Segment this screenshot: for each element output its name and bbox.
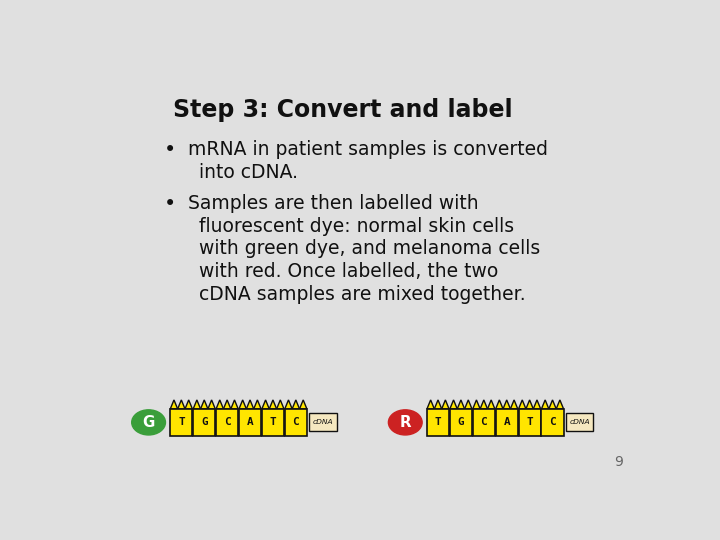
Polygon shape: [549, 400, 556, 409]
FancyBboxPatch shape: [239, 409, 261, 436]
Text: fluorescent dye: normal skin cells: fluorescent dye: normal skin cells: [199, 217, 514, 235]
FancyBboxPatch shape: [285, 409, 307, 436]
Text: into cDNA.: into cDNA.: [199, 163, 298, 181]
Polygon shape: [526, 400, 534, 409]
Polygon shape: [262, 400, 269, 409]
Polygon shape: [518, 400, 526, 409]
Text: cDNA samples are mixed together.: cDNA samples are mixed together.: [199, 285, 526, 304]
Text: C: C: [292, 417, 299, 427]
FancyBboxPatch shape: [450, 409, 472, 436]
FancyBboxPatch shape: [193, 409, 215, 436]
Polygon shape: [231, 400, 238, 409]
Text: Step 3: Convert and label: Step 3: Convert and label: [173, 98, 512, 122]
Text: C: C: [480, 417, 487, 427]
Text: T: T: [526, 417, 533, 427]
FancyBboxPatch shape: [495, 409, 518, 436]
Polygon shape: [503, 400, 510, 409]
Text: A: A: [503, 417, 510, 427]
Text: G: G: [143, 415, 155, 430]
Polygon shape: [434, 400, 441, 409]
Polygon shape: [441, 400, 449, 409]
Polygon shape: [239, 400, 246, 409]
Polygon shape: [178, 400, 185, 409]
Polygon shape: [193, 400, 201, 409]
Text: cDNA: cDNA: [312, 420, 333, 426]
FancyBboxPatch shape: [310, 414, 337, 431]
Text: •: •: [164, 140, 176, 160]
Text: with red. Once labelled, the two: with red. Once labelled, the two: [199, 262, 498, 281]
Circle shape: [132, 410, 166, 435]
Text: T: T: [435, 417, 441, 427]
Polygon shape: [171, 400, 178, 409]
Polygon shape: [457, 400, 464, 409]
Text: Samples are then labelled with: Samples are then labelled with: [188, 194, 478, 213]
Text: •: •: [164, 194, 176, 214]
FancyBboxPatch shape: [427, 409, 449, 436]
FancyBboxPatch shape: [216, 409, 238, 436]
Text: cDNA: cDNA: [570, 420, 590, 426]
Text: A: A: [247, 417, 253, 427]
Polygon shape: [246, 400, 253, 409]
Polygon shape: [208, 400, 215, 409]
Text: G: G: [458, 417, 464, 427]
Polygon shape: [480, 400, 487, 409]
Polygon shape: [185, 400, 192, 409]
Circle shape: [388, 410, 422, 435]
Polygon shape: [223, 400, 231, 409]
FancyBboxPatch shape: [262, 409, 284, 436]
FancyBboxPatch shape: [566, 414, 593, 431]
Polygon shape: [427, 400, 434, 409]
Text: T: T: [178, 417, 184, 427]
Polygon shape: [285, 400, 292, 409]
FancyBboxPatch shape: [541, 409, 564, 436]
Polygon shape: [253, 400, 261, 409]
Text: mRNA in patient samples is converted: mRNA in patient samples is converted: [188, 140, 548, 159]
Polygon shape: [464, 400, 472, 409]
FancyBboxPatch shape: [473, 409, 495, 436]
Polygon shape: [510, 400, 518, 409]
Text: G: G: [201, 417, 207, 427]
Polygon shape: [216, 400, 223, 409]
Text: C: C: [549, 417, 556, 427]
Text: 9: 9: [614, 455, 623, 469]
Text: R: R: [400, 415, 411, 430]
Polygon shape: [300, 400, 307, 409]
Text: T: T: [269, 417, 276, 427]
Polygon shape: [495, 400, 503, 409]
Polygon shape: [276, 400, 284, 409]
FancyBboxPatch shape: [171, 409, 192, 436]
Text: with green dye, and melanoma cells: with green dye, and melanoma cells: [199, 239, 540, 259]
FancyBboxPatch shape: [518, 409, 541, 436]
Polygon shape: [269, 400, 276, 409]
Polygon shape: [201, 400, 208, 409]
Polygon shape: [450, 400, 457, 409]
Polygon shape: [487, 400, 495, 409]
Polygon shape: [473, 400, 480, 409]
Polygon shape: [556, 400, 564, 409]
Polygon shape: [534, 400, 541, 409]
Text: C: C: [224, 417, 230, 427]
Polygon shape: [292, 400, 300, 409]
Polygon shape: [541, 400, 549, 409]
